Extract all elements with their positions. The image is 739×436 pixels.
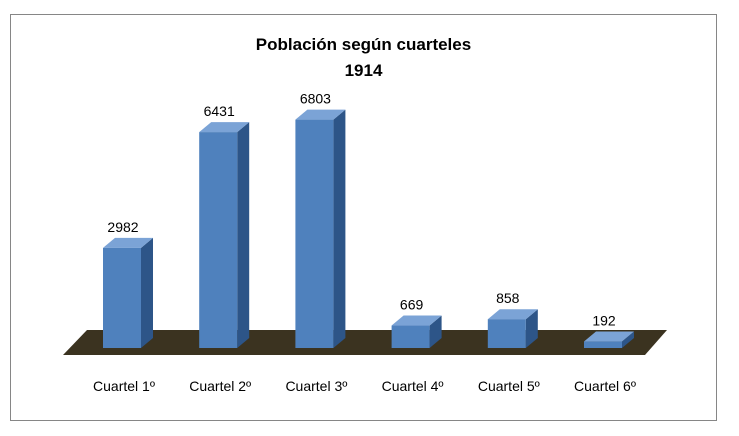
bar-front <box>487 319 526 348</box>
bar-top <box>199 122 250 133</box>
bar-3 <box>295 109 346 348</box>
bar-6 <box>584 331 634 348</box>
bar-top <box>391 315 442 326</box>
bar-5 <box>487 309 538 348</box>
data-label: 669 <box>400 297 424 313</box>
bar-side <box>525 309 538 348</box>
x-tick-label: Cuartel 6º <box>574 378 636 394</box>
bar-top <box>487 309 538 320</box>
x-tick-label: Cuartel 2º <box>189 378 251 394</box>
bar-side <box>333 109 346 348</box>
x-tick-label: Cuartel 3º <box>285 378 347 394</box>
x-tick-label: Cuartel 5º <box>478 378 540 394</box>
bar-1 <box>103 237 153 348</box>
bar-top <box>103 237 153 248</box>
bar-side <box>622 331 634 348</box>
data-label: 6431 <box>204 103 235 119</box>
bar-front <box>391 325 430 348</box>
chart-floor <box>63 330 667 355</box>
x-tick-label: Cuartel 4º <box>382 378 444 394</box>
data-label: 6803 <box>300 91 331 107</box>
bar-front <box>584 341 622 348</box>
bar-side <box>429 315 442 348</box>
x-tick-label: Cuartel 1º <box>93 378 155 394</box>
data-label: 858 <box>496 290 520 306</box>
bar-top <box>584 331 634 342</box>
data-label: 2982 <box>107 219 138 235</box>
bar-2 <box>199 122 250 348</box>
bar-front <box>103 247 141 348</box>
data-label: 192 <box>592 313 616 329</box>
bar-4 <box>391 315 442 348</box>
chart-subtitle: 1914 <box>344 61 383 80</box>
chart-title: Población según cuarteles <box>255 35 472 54</box>
bar-front <box>295 119 334 348</box>
bar-side <box>141 237 153 348</box>
bar-side <box>237 122 250 348</box>
bar-front <box>199 132 238 348</box>
bar-top <box>295 109 346 120</box>
